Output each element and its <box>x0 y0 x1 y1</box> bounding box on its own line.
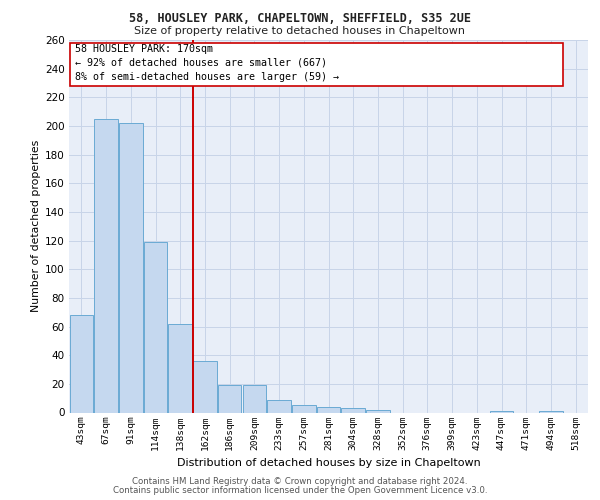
Bar <box>490 411 513 412</box>
Bar <box>539 411 563 412</box>
X-axis label: Distribution of detached houses by size in Chapeltown: Distribution of detached houses by size … <box>176 458 481 468</box>
Bar <box>94 119 118 412</box>
Text: 58 HOUSLEY PARK: 170sqm: 58 HOUSLEY PARK: 170sqm <box>75 44 213 54</box>
Bar <box>70 43 563 86</box>
Text: Size of property relative to detached houses in Chapeltown: Size of property relative to detached ho… <box>134 26 466 36</box>
Bar <box>144 242 167 412</box>
Bar <box>193 361 217 412</box>
Y-axis label: Number of detached properties: Number of detached properties <box>31 140 41 312</box>
Bar <box>70 315 93 412</box>
Bar <box>242 386 266 412</box>
Bar <box>292 406 316 412</box>
Text: Contains public sector information licensed under the Open Government Licence v3: Contains public sector information licen… <box>113 486 487 495</box>
Bar <box>317 407 340 412</box>
Bar <box>119 123 143 412</box>
Text: 8% of semi-detached houses are larger (59) →: 8% of semi-detached houses are larger (5… <box>75 72 339 82</box>
Bar <box>341 408 365 412</box>
Bar <box>169 324 192 412</box>
Bar <box>218 386 241 412</box>
Text: 58, HOUSLEY PARK, CHAPELTOWN, SHEFFIELD, S35 2UE: 58, HOUSLEY PARK, CHAPELTOWN, SHEFFIELD,… <box>129 12 471 26</box>
Bar <box>366 410 389 412</box>
Text: ← 92% of detached houses are smaller (667): ← 92% of detached houses are smaller (66… <box>75 58 327 68</box>
Bar <box>268 400 291 412</box>
Text: Contains HM Land Registry data © Crown copyright and database right 2024.: Contains HM Land Registry data © Crown c… <box>132 477 468 486</box>
